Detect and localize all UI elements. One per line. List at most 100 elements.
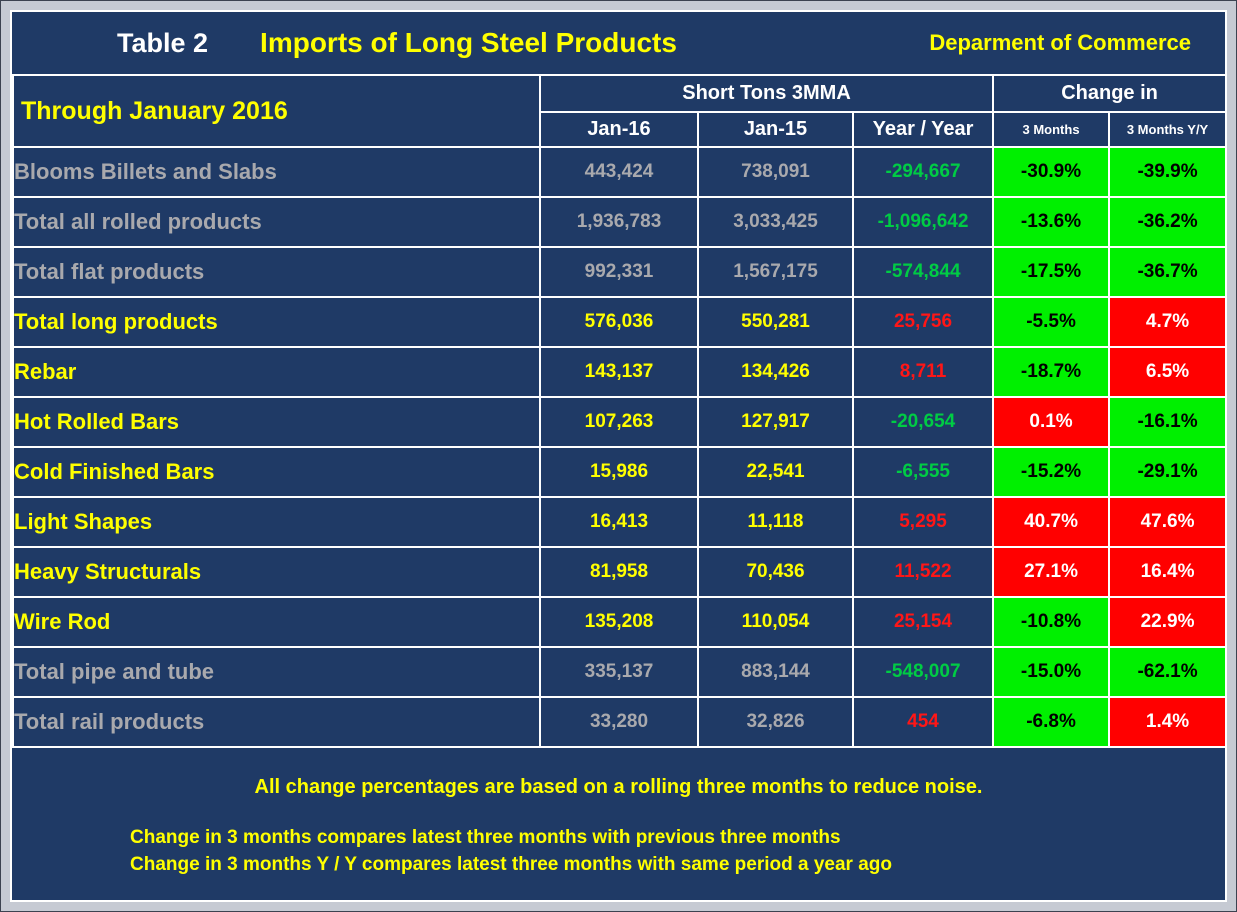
change-3-months-value: -5.5% — [992, 296, 1111, 348]
jan15-value: 3,033,425 — [697, 196, 854, 248]
change-3-months-yy-value: -39.9% — [1108, 146, 1225, 198]
change-3-months-yy-value: -16.1% — [1108, 396, 1225, 448]
column-header-year-year: Year / Year — [851, 111, 995, 148]
jan16-value: 107,263 — [539, 396, 699, 448]
title-bar: Table 2 Imports of Long Steel Products D… — [12, 12, 1225, 74]
jan15-value: 127,917 — [697, 396, 854, 448]
table-number: Table 2 — [117, 27, 209, 58]
footnote-change-3m: Change in 3 months compares latest three… — [130, 827, 841, 848]
change-3-months-value: -10.8% — [992, 596, 1111, 648]
jan16-value: 443,424 — [539, 146, 699, 198]
imports-table: Through January 2016 Short Tons 3MMA Cha… — [12, 74, 1225, 748]
row-label: Blooms Billets and Slabs — [12, 146, 541, 198]
year-year-value: -1,096,642 — [851, 196, 995, 248]
change-3-months-yy-value: 22.9% — [1108, 596, 1225, 648]
jan15-value: 134,426 — [697, 346, 854, 398]
change-3-months-value: -30.9% — [992, 146, 1111, 198]
header-group-row: Through January 2016 Short Tons 3MMA Cha… — [12, 74, 1225, 148]
change-3-months-yy-value: 16.4% — [1108, 546, 1225, 598]
row-label: Heavy Structurals — [12, 546, 541, 598]
row-label: Light Shapes — [12, 496, 541, 548]
year-year-value: 25,756 — [851, 296, 995, 348]
jan16-value: 1,936,783 — [539, 196, 699, 248]
change-3-months-value: -17.5% — [992, 246, 1111, 298]
table-row: Blooms Billets and Slabs 443,424 738,091 -2… — [12, 146, 1225, 198]
footnote-change-3m-yy: Change in 3 months Y / Y compares latest… — [130, 854, 892, 875]
year-year-value: 25,154 — [851, 596, 995, 648]
period-header: Through January 2016 — [12, 74, 541, 148]
row-label: Total rail products — [12, 696, 541, 748]
footnote-rolling: All change percentages are based on a ro… — [254, 776, 983, 798]
jan15-value: 550,281 — [697, 296, 854, 348]
row-label: Total all rolled products — [12, 196, 541, 248]
jan15-value: 22,541 — [697, 446, 854, 498]
jan15-value: 11,118 — [697, 496, 854, 548]
jan15-value: 738,091 — [697, 146, 854, 198]
row-label: Wire Rod — [12, 596, 541, 648]
table-row: Total long products 576,036 550,281 25,756-… — [12, 296, 1225, 348]
change-3-months-value: 40.7% — [992, 496, 1111, 548]
jan15-value: 110,054 — [697, 596, 854, 648]
row-label: Total pipe and tube — [12, 646, 541, 698]
change-3-months-yy-value: 4.7% — [1108, 296, 1225, 348]
table-row: Total rail products 33,280 32,826 454 -6.8% 1… — [12, 696, 1225, 748]
year-year-value: 8,711 — [851, 346, 995, 398]
column-header-3-months: 3 Months — [992, 111, 1111, 148]
row-label: Rebar — [12, 346, 541, 398]
table-body: Blooms Billets and Slabs 443,424 738,091 -2… — [12, 146, 1225, 748]
change-3-months-value: -6.8% — [992, 696, 1111, 748]
column-header-3-months-yy: 3 Months Y/Y — [1108, 111, 1225, 148]
jan16-value: 81,958 — [539, 546, 699, 598]
change-3-months-yy-value: 6.5% — [1108, 346, 1225, 398]
change-3-months-yy-value: -29.1% — [1108, 446, 1225, 498]
column-header-jan15: Jan-15 — [697, 111, 854, 148]
year-year-value: -6,555 — [851, 446, 995, 498]
footnote-block: Change in 3 months compares latest three… — [12, 824, 1225, 878]
change-3-months-value: 27.1% — [992, 546, 1111, 598]
jan16-value: 15,986 — [539, 446, 699, 498]
table-row: Wire Rod 135,208 110,054 25,154 -10.8% 22.9% — [12, 596, 1225, 648]
row-label: Total long products — [12, 296, 541, 348]
jan15-value: 70,436 — [697, 546, 854, 598]
table-row: Light Shapes 16,413 11,118 5,295 40.7% 47.6% — [12, 496, 1225, 548]
table-row: Total flat products 992,331 1,567,175 -574,… — [12, 246, 1225, 298]
change-3-months-yy-value: -36.7% — [1108, 246, 1225, 298]
change-3-months-yy-value: -62.1% — [1108, 646, 1225, 698]
source-label: Deparment of Commerce — [929, 30, 1191, 55]
group-header-short-tons: Short Tons 3MMA — [538, 74, 995, 113]
footnotes: All change percentages are based on a ro… — [12, 748, 1225, 900]
group-header-change-in: Change in — [992, 74, 1225, 113]
year-year-value: 11,522 — [851, 546, 995, 598]
change-3-months-value: -15.2% — [992, 446, 1111, 498]
change-3-months-value: -18.7% — [992, 346, 1111, 398]
table-row: Hot Rolled Bars 107,263 127,917 -20,654 0.1%… — [12, 396, 1225, 448]
row-label: Hot Rolled Bars — [12, 396, 541, 448]
change-3-months-yy-value: -36.2% — [1108, 196, 1225, 248]
jan16-value: 33,280 — [539, 696, 699, 748]
jan16-value: 143,137 — [539, 346, 699, 398]
table-row: Rebar 143,137 134,426 8,711 -18.7% 6.5% — [12, 346, 1225, 398]
table-row: Total pipe and tube 335,137 883,144 -548,00… — [12, 646, 1225, 698]
jan16-value: 992,331 — [539, 246, 699, 298]
year-year-value: -294,667 — [851, 146, 995, 198]
change-3-months-value: -13.6% — [992, 196, 1111, 248]
column-header-jan16: Jan-16 — [539, 111, 699, 148]
table-row: Heavy Structurals 81,958 70,436 11,522 27.1%… — [12, 546, 1225, 598]
year-year-value: 5,295 — [851, 496, 995, 548]
table-row: Total all rolled products 1,936,783 3,033,… — [12, 196, 1225, 248]
jan16-value: 16,413 — [539, 496, 699, 548]
year-year-value: -20,654 — [851, 396, 995, 448]
jan16-value: 335,137 — [539, 646, 699, 698]
change-3-months-value: 0.1% — [992, 396, 1111, 448]
table-row: Cold Finished Bars 15,986 22,541 -6,555 -15.… — [12, 446, 1225, 498]
year-year-value: 454 — [851, 696, 995, 748]
change-3-months-yy-value: 47.6% — [1108, 496, 1225, 548]
row-label: Cold Finished Bars — [12, 446, 541, 498]
jan16-value: 135,208 — [539, 596, 699, 648]
jan15-value: 883,144 — [697, 646, 854, 698]
change-3-months-yy-value: 1.4% — [1108, 696, 1225, 748]
row-label: Total flat products — [12, 246, 541, 298]
jan15-value: 1,567,175 — [697, 246, 854, 298]
change-3-months-value: -15.0% — [992, 646, 1111, 698]
